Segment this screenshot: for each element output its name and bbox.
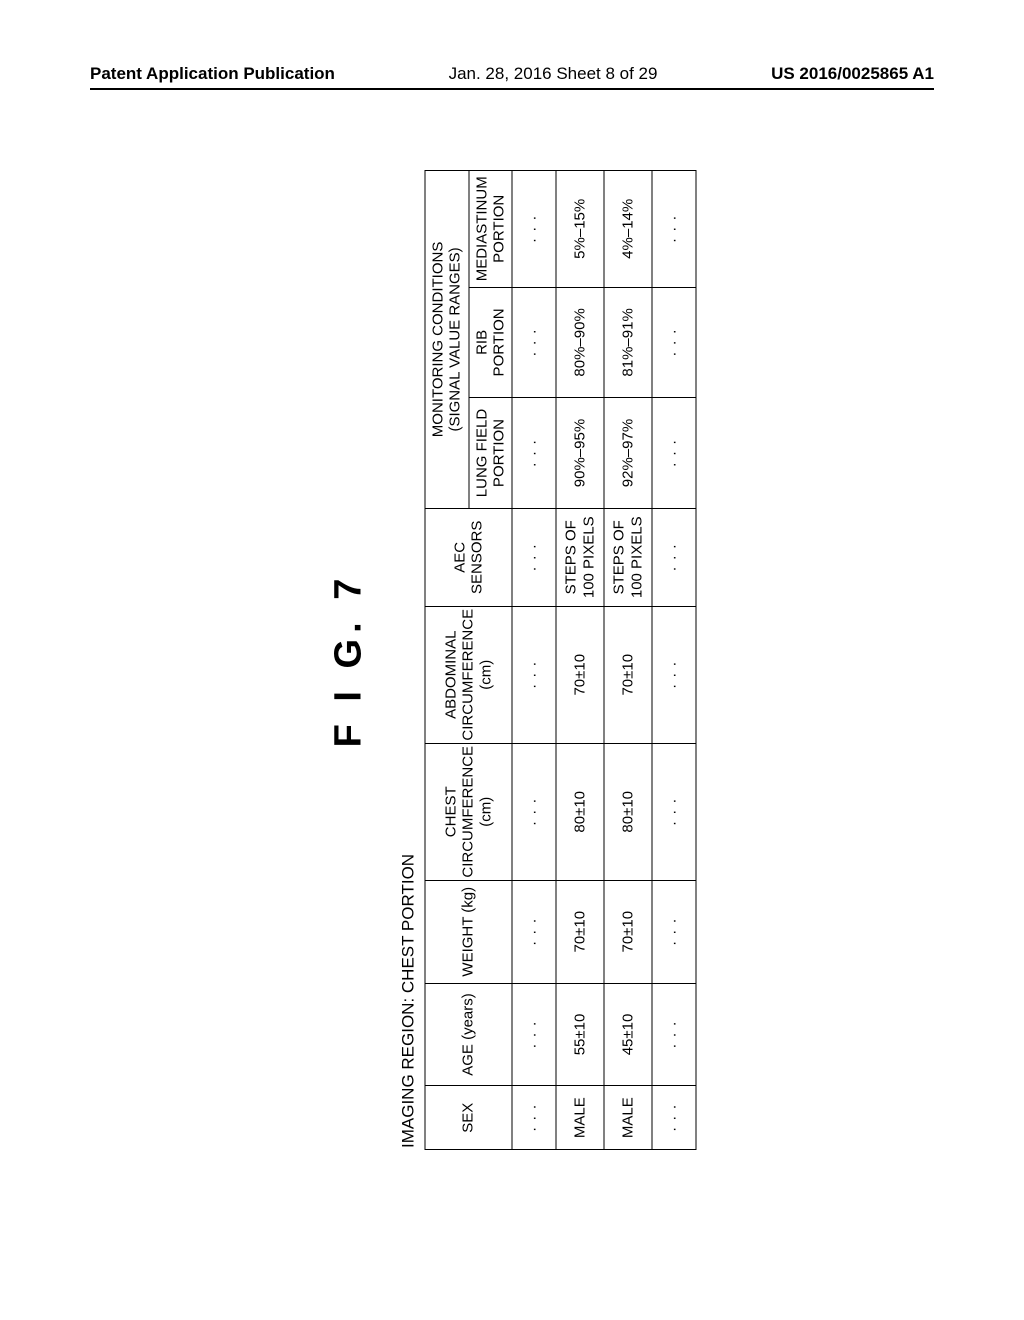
cell-age: 45±10 bbox=[604, 983, 652, 1086]
col-age: AGE (years) bbox=[425, 983, 512, 1086]
cell-dots: · · · bbox=[512, 880, 556, 983]
cell-chest: 80±10 bbox=[604, 743, 652, 880]
cell-weight: 70±10 bbox=[604, 880, 652, 983]
col-sex: SEX bbox=[425, 1086, 512, 1150]
header-right: US 2016/0025865 A1 bbox=[771, 64, 934, 84]
table-row-dots-bottom: · · · · · · · · · · · · · · · · · · · · … bbox=[652, 171, 696, 1150]
cell-dots: · · · bbox=[512, 983, 556, 1086]
cell-lung: 92%–97% bbox=[604, 398, 652, 509]
header-row: Patent Application Publication Jan. 28, … bbox=[90, 64, 934, 84]
cell-dots: · · · bbox=[512, 398, 556, 509]
header-left: Patent Application Publication bbox=[90, 64, 335, 84]
header-rule bbox=[90, 88, 934, 90]
cell-dots: · · · bbox=[652, 287, 696, 398]
figure-title: F I G. 7 bbox=[328, 170, 371, 1150]
table-head-row-1: SEX AGE (years) WEIGHT (kg) CHESTCIRCUMF… bbox=[425, 171, 469, 1150]
cell-dots: · · · bbox=[652, 880, 696, 983]
cell-dots: · · · bbox=[652, 1086, 696, 1150]
col-monitoring-group: MONITORING CONDITIONS(SIGNAL VALUE RANGE… bbox=[425, 171, 469, 509]
table-row: MALE 55±10 70±10 80±10 70±10 STEPS OF100… bbox=[556, 171, 604, 1150]
cell-dots: · · · bbox=[652, 983, 696, 1086]
col-weight: WEIGHT (kg) bbox=[425, 880, 512, 983]
cell-dots: · · · bbox=[652, 743, 696, 880]
cell-aec: STEPS OF100 PIXELS bbox=[604, 508, 652, 606]
cell-chest: 80±10 bbox=[556, 743, 604, 880]
figure-container: F I G. 7 IMAGING REGION: CHEST PORTION S… bbox=[328, 170, 697, 1150]
cell-dots: · · · bbox=[652, 508, 696, 606]
col-abdominal: ABDOMINALCIRCUMFERENCE(cm) bbox=[425, 606, 512, 743]
cell-sex: MALE bbox=[556, 1086, 604, 1150]
cell-dots: · · · bbox=[652, 398, 696, 509]
cell-weight: 70±10 bbox=[556, 880, 604, 983]
cell-mediastinum: 4%–14% bbox=[604, 171, 652, 288]
table-head: SEX AGE (years) WEIGHT (kg) CHESTCIRCUMF… bbox=[425, 171, 512, 1150]
data-table: SEX AGE (years) WEIGHT (kg) CHESTCIRCUMF… bbox=[425, 170, 697, 1150]
cell-abdominal: 70±10 bbox=[556, 606, 604, 743]
cell-sex: MALE bbox=[604, 1086, 652, 1150]
cell-dots: · · · bbox=[512, 171, 556, 288]
cell-mediastinum: 5%–15% bbox=[556, 171, 604, 288]
cell-aec: STEPS OF100 PIXELS bbox=[556, 508, 604, 606]
cell-dots: · · · bbox=[512, 1086, 556, 1150]
cell-dots: · · · bbox=[512, 606, 556, 743]
col-aec: AECSENSORS bbox=[425, 508, 512, 606]
cell-dots: · · · bbox=[652, 606, 696, 743]
cell-dots: · · · bbox=[652, 171, 696, 288]
col-lung: LUNG FIELDPORTION bbox=[469, 398, 513, 509]
header-center: Jan. 28, 2016 Sheet 8 of 29 bbox=[449, 64, 658, 84]
cell-rib: 81%–91% bbox=[604, 287, 652, 398]
cell-rib: 80%–90% bbox=[556, 287, 604, 398]
cell-age: 55±10 bbox=[556, 983, 604, 1086]
col-mediastinum: MEDIASTINUMPORTION bbox=[469, 171, 513, 288]
page-header: Patent Application Publication Jan. 28, … bbox=[0, 64, 1024, 90]
col-chest: CHESTCIRCUMFERENCE(cm) bbox=[425, 743, 512, 880]
table-row: MALE 45±10 70±10 80±10 70±10 STEPS OF100… bbox=[604, 171, 652, 1150]
table-body: · · · · · · · · · · · · · · · · · · · · … bbox=[512, 171, 696, 1150]
cell-dots: · · · bbox=[512, 287, 556, 398]
cell-dots: · · · bbox=[512, 743, 556, 880]
region-label: IMAGING REGION: CHEST PORTION bbox=[399, 170, 419, 1148]
table-row-dots-top: · · · · · · · · · · · · · · · · · · · · … bbox=[512, 171, 556, 1150]
col-rib: RIBPORTION bbox=[469, 287, 513, 398]
cell-lung: 90%–95% bbox=[556, 398, 604, 509]
cell-abdominal: 70±10 bbox=[604, 606, 652, 743]
cell-dots: · · · bbox=[512, 508, 556, 606]
